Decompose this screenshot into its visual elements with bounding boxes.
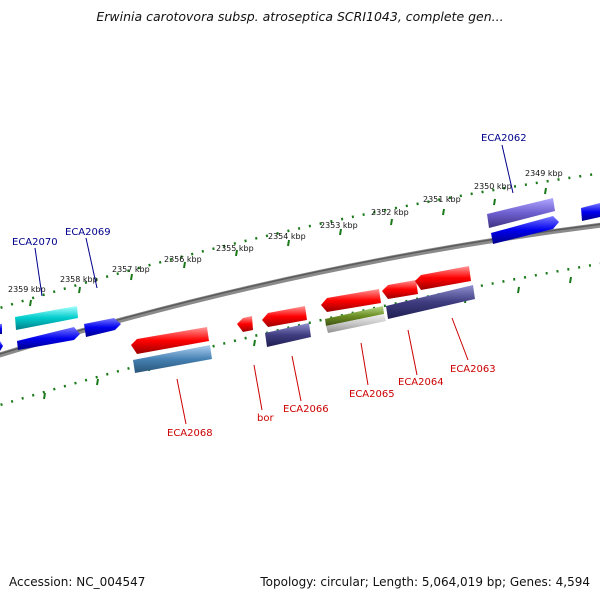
tick-label: 2349 kbp <box>525 169 563 178</box>
gene-eca2068-feature[interactable] <box>131 327 209 354</box>
label-leaders <box>34 144 514 425</box>
gene-edge-feature[interactable] <box>581 203 600 221</box>
tick-label: 2356 kbp <box>164 255 202 264</box>
gene-eca2065b-feature[interactable] <box>325 306 384 326</box>
gene-edge-feature[interactable] <box>0 324 2 334</box>
reverse-features <box>131 266 475 373</box>
tick-label: 2352 kbp <box>371 208 409 217</box>
tick-label: 2350 kbp <box>474 182 512 191</box>
gene-labels: ECA2070 ECA2069 ECA2062 ECA2068 bor ECA2… <box>12 133 527 439</box>
gene-bor-feature[interactable] <box>237 316 253 332</box>
gene-eca2069-feature[interactable] <box>84 318 121 337</box>
accession-text: Accession: NC_004547 <box>9 575 146 589</box>
tick-label: 2351 kbp <box>423 195 461 204</box>
gene-label-eca2062[interactable]: ECA2062 <box>481 133 527 144</box>
gene-eca2064-feature[interactable] <box>382 280 418 299</box>
gene-label-bor[interactable]: bor <box>257 413 274 424</box>
tick-label: 2353 kbp <box>320 221 358 230</box>
scale-labels: 2359 kbp 2358 kbp 2357 kbp 2356 kbp 2355… <box>8 169 563 294</box>
tick-label: 2357 kbp <box>112 265 150 274</box>
gene-label-eca2065[interactable]: ECA2065 <box>349 389 395 400</box>
gene-eca2070-rna-feature[interactable] <box>17 327 80 350</box>
tick-label: 2358 kbp <box>60 275 98 284</box>
outer-major-ticks <box>29 187 547 307</box>
gene-eca2062-feature[interactable] <box>487 198 555 228</box>
gene-label-eca2063[interactable]: ECA2063 <box>450 364 496 375</box>
tick-label: 2354 kbp <box>268 232 306 241</box>
gene-label-eca2068[interactable]: ECA2068 <box>167 428 213 439</box>
gene-label-eca2069[interactable]: ECA2069 <box>65 227 111 238</box>
gene-edge-feature[interactable] <box>0 341 3 351</box>
gene-eca2065-feature[interactable] <box>321 289 381 312</box>
gene-eca2062b-feature[interactable] <box>491 216 559 244</box>
inner-scale-ring <box>0 262 600 407</box>
inner-major-ticks <box>43 276 572 400</box>
tick-label: 2355 kbp <box>216 244 254 253</box>
gene-label-eca2064[interactable]: ECA2064 <box>398 377 444 388</box>
gene-label-eca2066[interactable]: ECA2066 <box>283 404 329 415</box>
gene-eca2063-feature[interactable] <box>415 266 471 290</box>
gene-eca2068b-feature[interactable] <box>133 345 212 373</box>
gene-eca2066-feature[interactable] <box>262 306 307 327</box>
tick-label: 2359 kbp <box>8 285 46 294</box>
gene-eca2064b-feature[interactable] <box>386 285 475 319</box>
outer-scale-ring <box>0 172 600 310</box>
gene-eca2065c-feature[interactable] <box>326 314 386 333</box>
gene-eca2070-feature[interactable] <box>15 306 78 330</box>
topology-text: Topology: circular; Length: 5,064,019 bp… <box>260 575 590 589</box>
gene-eca2066b-feature[interactable] <box>265 323 311 347</box>
map-title: Erwinia carotovora subsp. atroseptica SC… <box>96 9 504 24</box>
gene-label-eca2070[interactable]: ECA2070 <box>12 237 58 248</box>
forward-features <box>0 198 600 351</box>
